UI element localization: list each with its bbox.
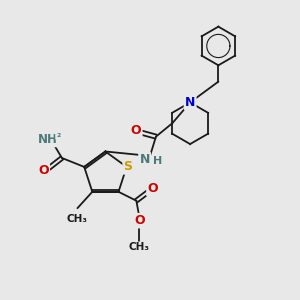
Text: ₂: ₂ — [56, 129, 61, 139]
Text: CH₃: CH₃ — [66, 214, 87, 224]
Text: O: O — [147, 182, 158, 195]
Text: S: S — [124, 160, 133, 173]
Text: O: O — [38, 164, 49, 177]
Text: O: O — [131, 124, 141, 137]
Text: O: O — [134, 214, 145, 227]
Text: NH: NH — [38, 133, 58, 146]
Text: H: H — [153, 156, 162, 166]
Text: N: N — [185, 96, 195, 109]
Text: N: N — [140, 153, 150, 166]
Text: CH₃: CH₃ — [129, 242, 150, 252]
